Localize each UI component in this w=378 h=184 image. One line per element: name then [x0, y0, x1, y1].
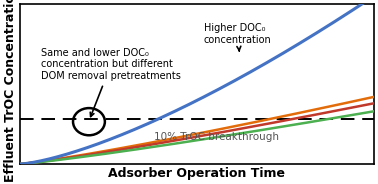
X-axis label: Adsorber Operation Time: Adsorber Operation Time: [108, 167, 285, 180]
Text: Same and lower DOC₀
concentration but different
DOM removal pretreatments: Same and lower DOC₀ concentration but di…: [41, 48, 181, 116]
Y-axis label: Effluent TrOC Concentration: Effluent TrOC Concentration: [4, 0, 17, 183]
Text: 10% TrOC breakthrough: 10% TrOC breakthrough: [155, 132, 279, 142]
Text: Higher DOC₀
concentration: Higher DOC₀ concentration: [204, 23, 272, 51]
